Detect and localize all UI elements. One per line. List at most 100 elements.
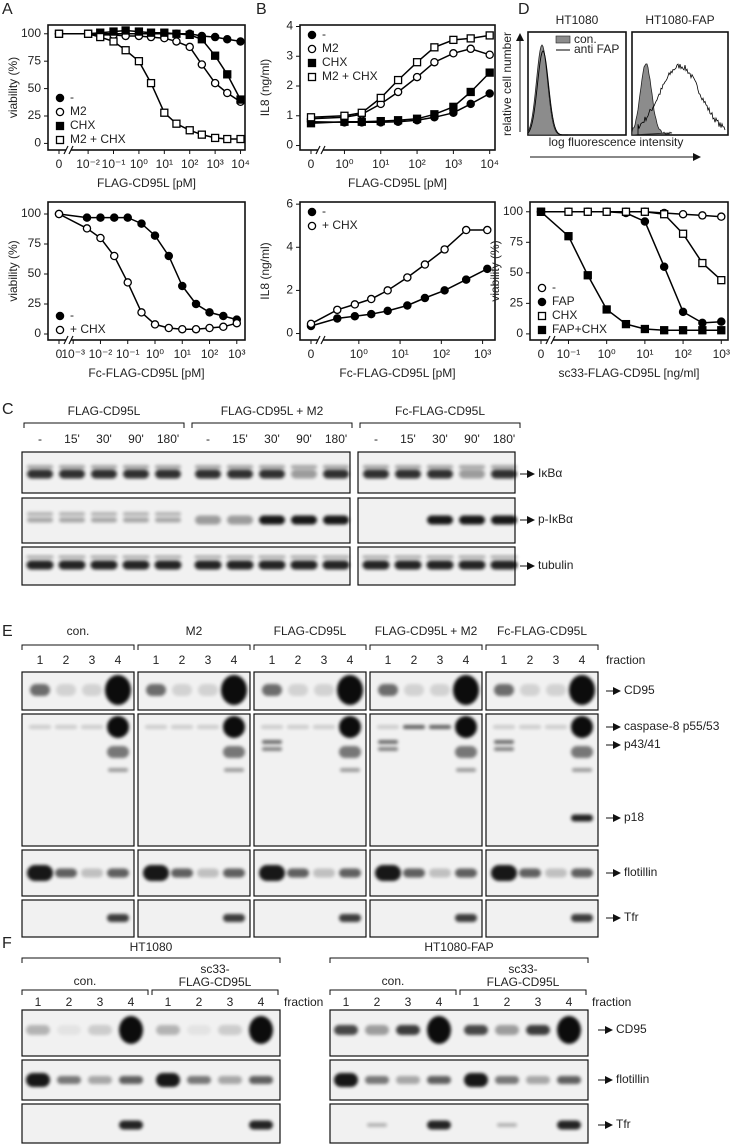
band xyxy=(91,465,117,469)
data-point xyxy=(232,318,242,328)
lane-label: 1 xyxy=(165,995,172,1009)
lane-label: 4 xyxy=(258,995,265,1009)
data-point xyxy=(420,293,430,303)
series-line xyxy=(310,72,491,124)
flow-frame xyxy=(527,31,627,136)
x-tick-label: 10³ xyxy=(228,347,245,361)
data-point xyxy=(698,258,707,268)
row-label: p43/41 xyxy=(624,737,661,751)
axis-break-gap xyxy=(66,338,71,342)
band xyxy=(340,768,360,772)
band xyxy=(314,684,334,696)
lane-label: 2 xyxy=(295,653,302,667)
y-tick-label: 4 xyxy=(286,19,293,33)
data-point xyxy=(109,37,118,46)
band xyxy=(557,1016,581,1044)
band xyxy=(108,768,128,772)
lane-label: 3 xyxy=(89,653,96,667)
y-tick-label: 25 xyxy=(510,296,524,310)
band xyxy=(107,716,129,738)
condition-label: FLAG-CD95L xyxy=(487,975,560,989)
band xyxy=(195,465,221,469)
band xyxy=(403,725,425,729)
data-point xyxy=(219,322,228,332)
band xyxy=(322,555,350,559)
data-point xyxy=(160,108,169,117)
x-tick-label: 10² xyxy=(181,157,198,171)
band xyxy=(494,740,514,744)
band xyxy=(198,684,218,696)
data-point xyxy=(393,116,403,125)
band xyxy=(187,1076,211,1084)
band xyxy=(291,465,317,469)
legend-label: - xyxy=(322,204,326,218)
band xyxy=(123,512,149,516)
band xyxy=(491,469,517,479)
x-axis-label: FLAG-CD95L [pM] xyxy=(97,176,196,190)
band xyxy=(494,684,514,696)
band xyxy=(495,1025,519,1035)
x-axis-label: Fc-FLAG-CD95L [pM] xyxy=(339,366,455,380)
band xyxy=(291,515,317,525)
x-tick-label: 10⁻¹ xyxy=(557,347,581,361)
data-point xyxy=(698,326,707,335)
data-point xyxy=(164,323,174,333)
band xyxy=(323,515,349,525)
group-bracket xyxy=(329,989,457,995)
data-point xyxy=(333,314,342,323)
data-point xyxy=(412,58,422,67)
legend-marker xyxy=(55,325,65,335)
data-point xyxy=(660,210,669,219)
band xyxy=(119,1076,143,1084)
data-point xyxy=(83,29,93,38)
legend-label: CHX xyxy=(70,118,95,132)
lane-label: 30' xyxy=(96,432,112,446)
data-point xyxy=(121,46,130,55)
band xyxy=(455,914,477,922)
flow-panel-title: HT1080 xyxy=(556,13,599,27)
y-tick-label: 0 xyxy=(34,326,41,340)
band xyxy=(55,868,77,878)
group-label: M2 xyxy=(186,624,203,638)
x-tick-label: 10³ xyxy=(445,157,462,171)
band xyxy=(322,560,350,570)
x-tick-label: 10³ xyxy=(713,347,730,361)
band xyxy=(218,1025,242,1035)
legend-marker xyxy=(307,58,317,68)
band xyxy=(557,1076,581,1084)
data-point xyxy=(583,271,592,280)
data-point xyxy=(449,102,458,111)
lane-label: - xyxy=(206,432,210,446)
y-axis-label: viability (%) xyxy=(488,240,502,301)
x-tick-label: 10² xyxy=(674,347,691,361)
band xyxy=(458,555,486,559)
band xyxy=(337,675,363,705)
data-point xyxy=(236,134,245,144)
data-point xyxy=(430,110,439,119)
band xyxy=(223,914,245,922)
band xyxy=(339,716,361,738)
legend-marker xyxy=(55,121,65,131)
band xyxy=(288,684,308,696)
data-point xyxy=(564,232,573,241)
y-tick-label: 1 xyxy=(286,108,293,122)
x-axis-label: sc33-FLAG-CD95L [ng/ml] xyxy=(559,366,700,380)
band xyxy=(404,684,424,696)
group-label: FLAG-CD95L xyxy=(68,404,141,418)
band xyxy=(171,725,193,729)
data-point xyxy=(333,305,342,315)
x-tick-label: 0 xyxy=(308,157,315,171)
band xyxy=(197,725,219,729)
band xyxy=(223,746,245,758)
data-point xyxy=(698,318,707,328)
band xyxy=(258,555,286,559)
axis-break xyxy=(63,145,69,155)
row-label: CD95 xyxy=(616,1022,647,1036)
data-point xyxy=(717,317,726,326)
lane-label: 1 xyxy=(473,995,480,1009)
lane-label: 2 xyxy=(374,995,381,1009)
band xyxy=(367,1123,387,1127)
band xyxy=(455,716,477,738)
axis-break xyxy=(68,335,74,345)
axis-break-gap xyxy=(318,148,323,152)
